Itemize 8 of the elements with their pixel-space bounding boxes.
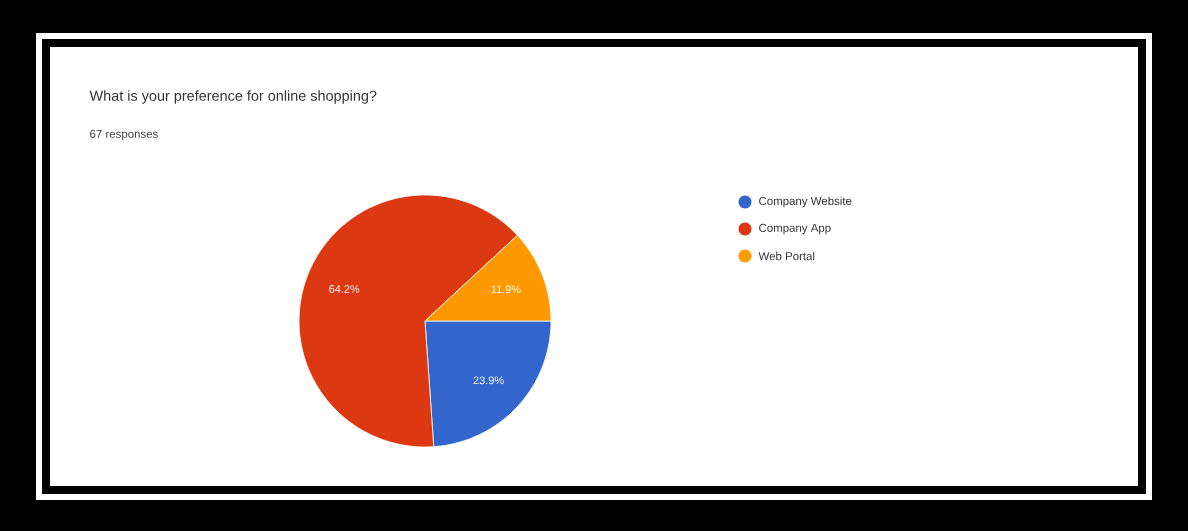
legend-label: Web Portal [758,251,815,261]
data-label: 23.9% [473,376,504,385]
legend-label: Company Website [759,196,852,208]
data-label: 64.2% [329,285,360,293]
chart-title: What is your preference for online shopping? [89,90,377,104]
text: 67 responses [90,129,158,141]
data-label: 11.9% [491,285,521,294]
legend-label: Company App [759,223,831,235]
